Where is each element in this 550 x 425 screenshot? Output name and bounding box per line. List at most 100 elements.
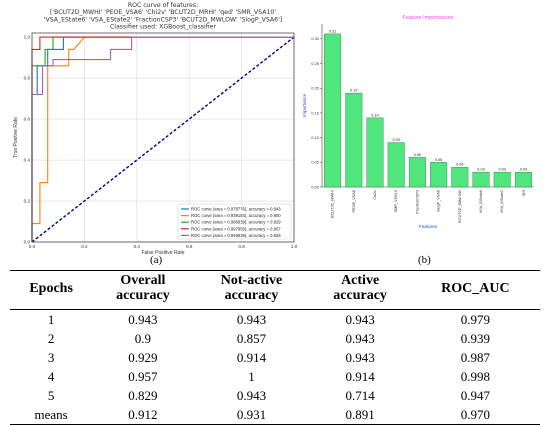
fi-y-tick-label: 0.20 xyxy=(311,86,320,91)
fi-y-tick-label: 0.00 xyxy=(311,184,320,189)
fi-bar-Chi2v xyxy=(366,117,384,188)
roc-y-tick-label: 0.0 xyxy=(24,240,31,245)
table-header-text: Overall xyxy=(120,273,166,288)
fi-bar-data-label: 0.14 xyxy=(371,113,378,117)
fi-bar-data-label: 0.03 xyxy=(499,168,506,172)
table-cell: 0.943 xyxy=(345,331,375,346)
table-cell: 1 xyxy=(248,369,255,384)
roc-x-tick-label: 0.2 xyxy=(81,244,88,249)
table-cell: 0.943 xyxy=(345,350,375,365)
roc-title-line: ROC curve of features: xyxy=(128,2,198,9)
table-header-cell: Overall accuracy xyxy=(92,270,194,310)
table-header-cell: Not-active accuracy xyxy=(193,270,310,310)
table-row: 2 0.9 0.857 0.943 0.939 xyxy=(10,329,540,348)
roc-y-tick-label: 0.8 xyxy=(24,76,31,81)
fi-bar-data-label: 0.03 xyxy=(477,168,484,172)
table-cell: 0.914 xyxy=(236,350,267,365)
table-header-text: accuracy xyxy=(116,288,170,303)
fi-y-tick-label: 0.25 xyxy=(311,61,320,66)
fi-x-tick-label: PEOE_VSA6 xyxy=(352,190,356,212)
table-cell: 2 xyxy=(47,331,55,346)
table-row: 4 0.957 1 0.914 0.998 xyxy=(10,367,540,386)
fi-bar-data-label: 0.05 xyxy=(435,158,442,162)
roc-legend-entry: ROC curve (area = 0.939184), accuracy = … xyxy=(191,213,281,218)
table-cell: 0.939 xyxy=(460,331,490,346)
fi-y-axis-label: Importance xyxy=(302,94,307,117)
fi-x-tick-label: SlogP_VSA6 xyxy=(437,190,441,212)
metrics-table: Epochs Overall accuracy Not-active accuracy A… xyxy=(10,270,540,425)
table-header-cell: Active accuracy xyxy=(309,270,411,310)
table-cell: 0.714 xyxy=(345,388,375,403)
fi-bar-SMR_VSA10 xyxy=(387,142,405,188)
table-header-text: accuracy xyxy=(224,288,279,303)
table-cell: 0.998 xyxy=(460,369,490,384)
table-cell: 0.943 xyxy=(345,312,375,327)
table-cell: means xyxy=(10,405,93,425)
roc-x-tick-label: 0.0 xyxy=(29,244,36,249)
fi-bar-PEOE_VSA6 xyxy=(345,92,363,188)
fi-y-tick-label: 0.05 xyxy=(311,160,320,165)
fi-bar-data-label: 0.31 xyxy=(329,29,336,33)
fi-bar-data-label: 0.06 xyxy=(414,153,421,157)
table-cell: 0.9 xyxy=(134,331,152,346)
roc-y-tick-label: 0.6 xyxy=(24,117,31,122)
roc-title-line: 'VSA_EState6' 'VSA_EState2' 'FractionCSP… xyxy=(44,16,282,23)
roc-y-tick-label: 0.2 xyxy=(24,199,31,204)
table-cell: 5 xyxy=(47,388,55,403)
table-header-text: accuracy xyxy=(333,288,387,303)
table-row: 5 0.829 0.943 0.714 0.947 xyxy=(10,386,540,405)
table-cell: 0.987 xyxy=(460,350,490,365)
table-cell: 0.947 xyxy=(460,388,490,403)
roc-x-tick-label: 0.8 xyxy=(238,244,245,249)
fi-y-tick-label: 0.10 xyxy=(311,135,320,140)
panel-label-b: (b) xyxy=(418,254,431,266)
table-header-text: Not-active xyxy=(220,273,283,288)
fi-x-tick-label: SMR_VSA10 xyxy=(394,190,398,212)
fi-bar-data-label: 0.04 xyxy=(456,163,463,167)
roc-plot-frame xyxy=(31,32,295,243)
roc-x-tick-label: 0.6 xyxy=(186,244,193,249)
fi-bar-data-label: 0.09 xyxy=(393,138,400,142)
roc-legend-entry: ROC curve (area = 0.997959), accuracy = … xyxy=(191,226,281,231)
table-cell: 0.957 xyxy=(128,369,158,384)
fi-bar-qed xyxy=(514,171,532,188)
table-cell: 0.857 xyxy=(236,331,267,346)
roc-chart: ROC curve of features:['BCUT2D_MWHI' 'PE… xyxy=(13,2,298,256)
fi-x-tick-label: FractionCSP3 xyxy=(415,190,419,214)
fi-bar-FractionCSP3 xyxy=(408,157,426,188)
roc-diagonal-line xyxy=(31,36,295,243)
roc-title-line: Classifier used: XGBoost_classifier xyxy=(110,24,217,31)
roc-legend-box xyxy=(177,203,292,240)
table-header-text: Active xyxy=(341,273,380,288)
table-cell: 0.931 xyxy=(193,405,310,425)
table-cell: 0.970 xyxy=(410,405,540,425)
table-cell: 0.914 xyxy=(345,369,375,384)
fi-y-tick-label: 0.15 xyxy=(311,110,320,115)
fi-bar-SlogP_VSA6 xyxy=(430,162,448,188)
roc-y-axis-label: True Positive Rate xyxy=(13,117,19,158)
table-row: 1 0.943 0.943 0.943 0.979 xyxy=(10,310,540,330)
roc-legend-entry: ROC curve (area = 0.986939), accuracy = … xyxy=(191,220,281,225)
panel-label-a: (a) xyxy=(150,254,163,266)
table-cell: 0.891 xyxy=(309,405,411,425)
table-header-text: Epochs xyxy=(29,280,73,296)
fi-y-tick-label: 0.30 xyxy=(311,36,320,41)
roc-x-tick-label: 0.4 xyxy=(134,244,141,249)
table-row: means 0.912 0.931 0.891 0.970 xyxy=(10,405,540,425)
table-cell: 0.979 xyxy=(460,312,490,327)
roc-y-tick-label: 1.0 xyxy=(24,35,31,40)
table-cell: 0.912 xyxy=(92,405,194,425)
feature-importance-chart: Feature Importances 0.00 0.05 0.10 0.15 0.20 0… xyxy=(302,15,534,229)
table-cell: 4 xyxy=(47,369,55,384)
roc-legend-entry: ROC curve (area = 0.978776), accuracy = … xyxy=(191,207,281,212)
fi-x-tick-label: VSA_EState2 xyxy=(500,190,504,213)
fi-bar-data-label: 0.19 xyxy=(350,89,357,93)
table-cell: 0.929 xyxy=(128,350,158,365)
fi-bar-data-label: 0.03 xyxy=(520,168,527,172)
table-cell: 1 xyxy=(47,312,55,327)
table-cell: 0.943 xyxy=(236,312,267,327)
roc-x-axis-label: False Positive Rate xyxy=(141,250,184,256)
table-row: 3 0.929 0.914 0.943 0.987 xyxy=(10,348,540,367)
table-cell: 0.943 xyxy=(236,388,267,403)
roc-x-tick-label: 1.0 xyxy=(291,244,298,249)
